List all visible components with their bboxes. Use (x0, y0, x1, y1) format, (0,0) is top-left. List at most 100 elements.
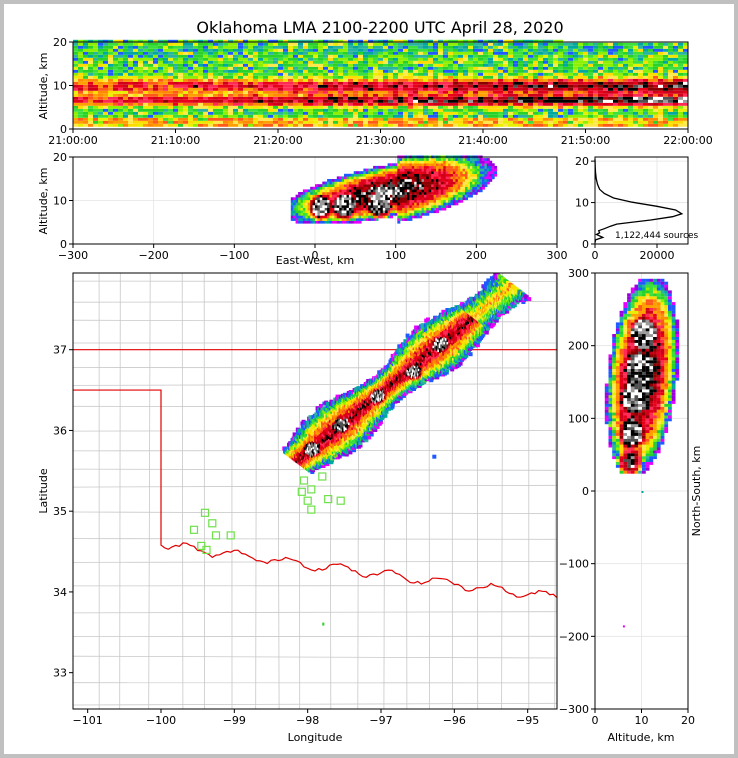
time-height-cell (638, 42, 643, 46)
time-height-cell (608, 45, 613, 49)
east-west-cell (465, 165, 468, 169)
time-height-cell (403, 78, 408, 82)
time-height-cell (678, 45, 683, 49)
time-height-cell (183, 66, 188, 70)
east-west-cell (445, 186, 449, 190)
time-height-cell (618, 108, 623, 112)
time-height-cell (338, 96, 343, 100)
time-height-cell (323, 96, 328, 100)
east-west-cell (448, 181, 452, 185)
time-height-cell (638, 84, 643, 88)
time-height-cell (248, 93, 253, 97)
time-height-cell (203, 102, 208, 106)
time-height-cell (253, 51, 258, 55)
time-height-cell (168, 105, 173, 109)
east-west-cell (346, 220, 350, 224)
east-west-cell (438, 199, 442, 203)
time-height-cell (498, 90, 503, 94)
east-west-cell (358, 192, 362, 195)
time-height-cell (258, 99, 263, 103)
time-height-cell (568, 48, 573, 52)
time-height-cell (328, 99, 333, 103)
time-height-cell (408, 108, 413, 112)
east-west-cell (431, 173, 435, 177)
time-height-cell (608, 51, 613, 55)
time-height-cell (328, 45, 333, 49)
time-height-cell (483, 69, 488, 73)
east-west-cell (341, 212, 345, 216)
time-height-cell (293, 48, 298, 52)
time-height-cell (153, 123, 158, 127)
time-height-cell (593, 54, 598, 58)
east-west-cell (317, 215, 321, 219)
time-height-cell (378, 69, 383, 73)
time-height-cell (533, 42, 538, 46)
time-height-cell (398, 69, 403, 73)
time-height-cell (343, 54, 348, 58)
time-height-cell (308, 48, 313, 52)
time-height-cell (448, 90, 453, 94)
time-height-cell (593, 45, 598, 49)
time-height-cell (263, 102, 268, 106)
east-west-cell (445, 158, 449, 161)
east-west-cell (397, 165, 401, 169)
time-height-cell (503, 54, 508, 58)
time-height-cell (233, 66, 238, 70)
east-west-cell (443, 202, 447, 206)
east-west-cell (467, 179, 471, 182)
time-height-cell (178, 96, 183, 100)
east-west-cell (399, 197, 403, 201)
east-west-cell (329, 207, 333, 211)
time-height-cell (103, 111, 108, 115)
time-height-cell (628, 51, 633, 55)
east-west-cell (373, 173, 377, 177)
east-west-cell (404, 199, 408, 203)
time-height-cell (578, 105, 583, 109)
time-height-cell (153, 114, 158, 118)
east-west-cell (382, 186, 386, 190)
time-height-cell (253, 78, 258, 82)
time-height-cell (208, 90, 213, 94)
east-west-cell (399, 210, 403, 214)
time-height-cell (368, 69, 373, 73)
east-west-cell (327, 181, 331, 185)
time-height-cell (133, 66, 138, 70)
east-west-cell (469, 186, 473, 190)
time-height-cell (288, 105, 293, 109)
east-west-cell (373, 197, 377, 201)
time-height-cell (348, 123, 353, 127)
time-height-cell (153, 39, 158, 43)
time-height-cell (353, 120, 358, 124)
east-west-cell (428, 176, 432, 180)
time-height-cell (258, 66, 263, 70)
time-height-cell (543, 96, 548, 100)
time-height-cell (523, 39, 528, 43)
east-west-cell (356, 173, 360, 177)
east-west-cell (467, 171, 471, 174)
time-height-cell (353, 78, 358, 82)
time-height-cell (638, 108, 643, 112)
time-height-cell (658, 111, 663, 115)
time-height-cell (493, 96, 498, 100)
east-west-cell (295, 218, 299, 221)
time-height-cell (598, 72, 603, 76)
time-height-cell (578, 117, 583, 121)
east-west-cell (416, 181, 420, 185)
east-west-cell (327, 212, 331, 216)
east-west-cell (346, 184, 350, 187)
time-height-cell (133, 60, 138, 64)
time-height-cell (508, 93, 513, 97)
time-height-cell (228, 93, 233, 97)
time-height-cell (543, 105, 548, 109)
time-height-cell (678, 120, 683, 124)
time-height-cell (203, 48, 208, 52)
east-west-cell (457, 171, 461, 174)
east-west-cell (390, 215, 393, 219)
time-height-cell (233, 48, 238, 52)
time-height-cell (568, 120, 573, 124)
time-height-cell (463, 123, 468, 127)
time-height-cell (608, 54, 613, 58)
time-height-cell (338, 108, 343, 112)
east-west-cell (387, 202, 391, 206)
time-height-cell (513, 66, 518, 70)
